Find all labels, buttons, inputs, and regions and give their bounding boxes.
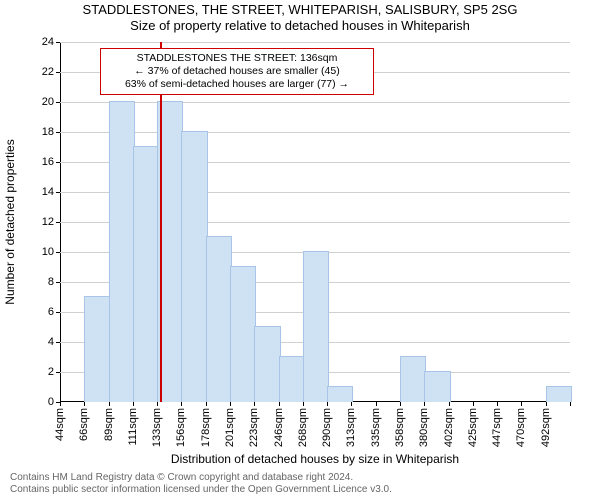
ytick-mark [56,72,60,73]
xtick-mark [376,402,377,406]
ytick-label: 24 [42,36,54,48]
xtick-label: 313sqm [345,408,357,447]
ytick-label: 22 [42,66,54,78]
ytick-label: 4 [48,336,54,348]
ytick-label: 12 [42,216,54,228]
xtick-label: 358sqm [394,408,406,447]
histogram-bar [181,131,207,402]
xtick-label: 470sqm [515,408,527,447]
ytick-mark [56,132,60,133]
xtick-label: 201sqm [224,408,236,447]
histogram-bar [133,146,159,402]
annotation-line: ← 37% of detached houses are smaller (45… [107,65,367,78]
ytick-label: 20 [42,96,54,108]
annotation-box: STADDLESTONES THE STREET: 136sqm← 37% of… [100,48,374,95]
xtick-mark [157,402,158,406]
ytick-label: 18 [42,126,54,138]
histogram-bar [84,296,110,402]
histogram-bar [327,386,353,402]
xtick-mark [60,402,61,406]
xtick-label: 156sqm [175,408,187,447]
xtick-mark [181,402,182,406]
ytick-mark [56,282,60,283]
title-line-2: Size of property relative to detached ho… [0,18,600,34]
xtick-label: 425sqm [467,408,479,447]
xtick-label: 133sqm [151,408,163,447]
histogram-bar [546,386,572,402]
xtick-label: 335sqm [370,408,382,447]
xtick-mark [230,402,231,406]
xtick-label: 380sqm [418,408,430,447]
xtick-mark [327,402,328,406]
xtick-mark [400,402,401,406]
ytick-label: 14 [42,186,54,198]
xtick-mark [449,402,450,406]
ytick-mark [56,192,60,193]
histogram-bar [303,251,329,402]
histogram-bar [206,236,232,402]
gridline [60,42,570,43]
xtick-mark [473,402,474,406]
histogram-bar [109,101,135,402]
title-block: STADDLESTONES, THE STREET, WHITEPARISH, … [0,2,600,34]
ytick-mark [56,162,60,163]
xtick-label: 268sqm [297,408,309,447]
gridline [60,132,570,133]
histogram-bar [279,356,305,402]
ytick-label: 2 [48,366,54,378]
xtick-label: 223sqm [248,408,260,447]
footer-attribution: Contains HM Land Registry data © Crown c… [10,472,392,496]
xtick-mark [303,402,304,406]
x-axis-label: Distribution of detached houses by size … [60,452,570,466]
xtick-label: 402sqm [443,408,455,447]
annotation-line: STADDLESTONES THE STREET: 136sqm [107,52,367,65]
ytick-mark [56,42,60,43]
xtick-mark [424,402,425,406]
chart-container: STADDLESTONES, THE STREET, WHITEPARISH, … [0,0,600,500]
xtick-label: 290sqm [321,408,333,447]
ytick-label: 0 [48,396,54,408]
xtick-mark [279,402,280,406]
xtick-mark [109,402,110,406]
xtick-label: 178sqm [200,408,212,447]
xtick-label: 89sqm [103,408,115,441]
ytick-mark [56,222,60,223]
histogram-bar [230,266,256,402]
footer-line-1: Contains HM Land Registry data © Crown c… [10,472,392,484]
y-axis-label: Number of detached properties [3,139,17,304]
xtick-mark [254,402,255,406]
histogram-bar [254,326,280,402]
ytick-label: 8 [48,276,54,288]
xtick-mark [570,402,571,406]
histogram-bar [424,371,450,402]
footer-line-2: Contains public sector information licen… [10,484,392,496]
plot-area: 02468101214161820222444sqm66sqm89sqm111s… [60,42,570,402]
xtick-mark [84,402,85,406]
ytick-mark [56,342,60,343]
title-line-1: STADDLESTONES, THE STREET, WHITEPARISH, … [0,2,600,18]
ytick-label: 16 [42,156,54,168]
ytick-mark [56,252,60,253]
ytick-mark [56,102,60,103]
ytick-label: 6 [48,306,54,318]
xtick-label: 492sqm [540,408,552,447]
xtick-label: 66sqm [78,408,90,441]
marker-line [160,42,162,402]
xtick-mark [497,402,498,406]
xtick-mark [521,402,522,406]
ytick-mark [56,372,60,373]
xtick-mark [351,402,352,406]
histogram-bar [400,356,426,402]
annotation-line: 63% of semi-detached houses are larger (… [107,78,367,91]
ytick-mark [56,312,60,313]
xtick-label: 246sqm [273,408,285,447]
gridline [60,102,570,103]
xtick-label: 44sqm [54,408,66,441]
xtick-mark [206,402,207,406]
xtick-mark [546,402,547,406]
xtick-mark [133,402,134,406]
xtick-label: 447sqm [491,408,503,447]
ytick-label: 10 [42,246,54,258]
xtick-label: 111sqm [127,408,139,446]
